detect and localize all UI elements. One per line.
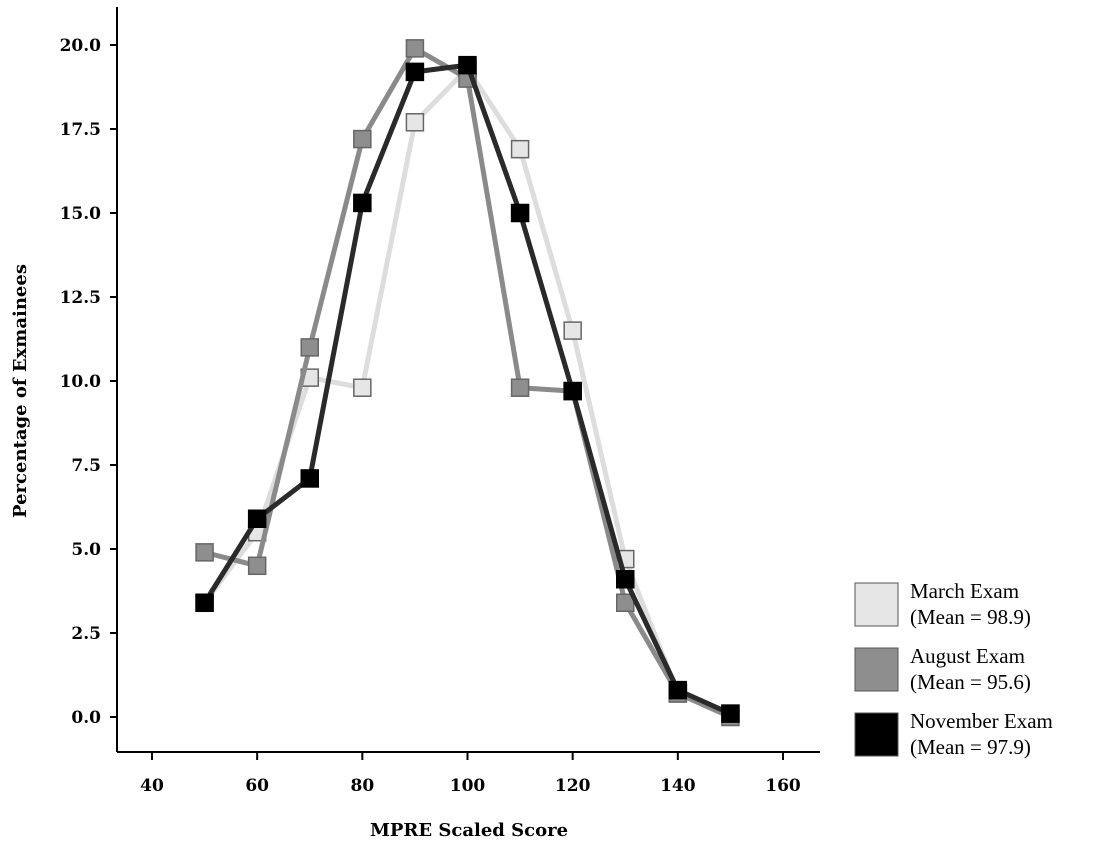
data-point [458, 55, 477, 75]
legend-label-august: August Exam [910, 644, 1025, 668]
data-point [405, 62, 425, 82]
data-point [300, 469, 319, 488]
legend-mean-november: (Mean = 97.9) [910, 735, 1031, 759]
y-tick-label: 7.5 [71, 456, 101, 476]
data-point [510, 139, 530, 159]
x-tick-label: 40 [140, 776, 164, 796]
x-ticks: 40 60 80 100 120 140 160 [140, 752, 801, 796]
data-point [668, 680, 688, 700]
data-point [721, 704, 740, 723]
legend-label-november: November Exam [910, 709, 1053, 733]
data-point [405, 113, 425, 132]
series-march-exam [195, 59, 740, 723]
y-tick-label: 0.0 [71, 708, 101, 728]
data-point [195, 543, 214, 562]
data-point [510, 203, 530, 223]
data-point [616, 569, 635, 589]
legend-mean-august: (Mean = 95.6) [910, 670, 1031, 694]
y-ticks: 0.0 2.5 5.0 7.5 10.0 12.5 15.0 17.5 20.0 [60, 36, 117, 728]
axes: 0.0 2.5 5.0 7.5 10.0 12.5 15.0 17.5 20.0 40 60 80 1… [10, 7, 820, 841]
series-line [202, 66, 732, 716]
data-point [510, 378, 530, 397]
x-tick-label: 120 [555, 776, 591, 796]
y-tick-label: 12.5 [60, 288, 101, 308]
legend-item-august: August Exam (Mean = 95.6) [854, 644, 1031, 694]
data-point [563, 321, 582, 340]
data-point [563, 381, 582, 401]
data-point [353, 129, 372, 149]
data-point [195, 593, 214, 613]
legend: March Exam (Mean = 98.9) August Exam (Me… [854, 579, 1053, 759]
legend-swatch-august [854, 647, 899, 692]
series-november-exam [195, 55, 740, 723]
y-axis-title: Percentage of Exmainees [10, 264, 31, 518]
x-tick-label: 80 [350, 776, 374, 796]
data-point [353, 193, 372, 213]
x-tick-label: 100 [450, 776, 486, 796]
y-tick-label: 2.5 [71, 624, 101, 644]
legend-swatch-november [854, 712, 899, 757]
data-point [247, 556, 267, 576]
y-tick-label: 10.0 [60, 372, 102, 392]
y-tick-label: 20.0 [60, 36, 102, 56]
x-tick-label: 140 [660, 776, 696, 796]
y-tick-label: 5.0 [71, 540, 101, 560]
series-line [203, 45, 732, 720]
legend-label-march: March Exam [910, 579, 1019, 603]
data-point [247, 509, 267, 529]
y-tick-label: 15.0 [60, 204, 102, 224]
data-point [405, 39, 425, 58]
x-tick-label: 160 [765, 776, 801, 796]
x-tick-label: 60 [245, 776, 269, 796]
legend-mean-march: (Mean = 98.9) [910, 605, 1031, 629]
series-line [202, 62, 732, 716]
data-point [300, 338, 319, 357]
plot-area [195, 39, 740, 727]
series-august-exam [195, 39, 740, 727]
x-axis-title: MPRE Scaled Score [370, 820, 568, 841]
legend-swatch-march [854, 582, 899, 627]
y-tick-label: 17.5 [60, 120, 101, 140]
legend-item-november: November Exam (Mean = 97.9) [854, 709, 1053, 759]
legend-item-march: March Exam (Mean = 98.9) [854, 579, 1031, 629]
data-point [353, 378, 372, 397]
